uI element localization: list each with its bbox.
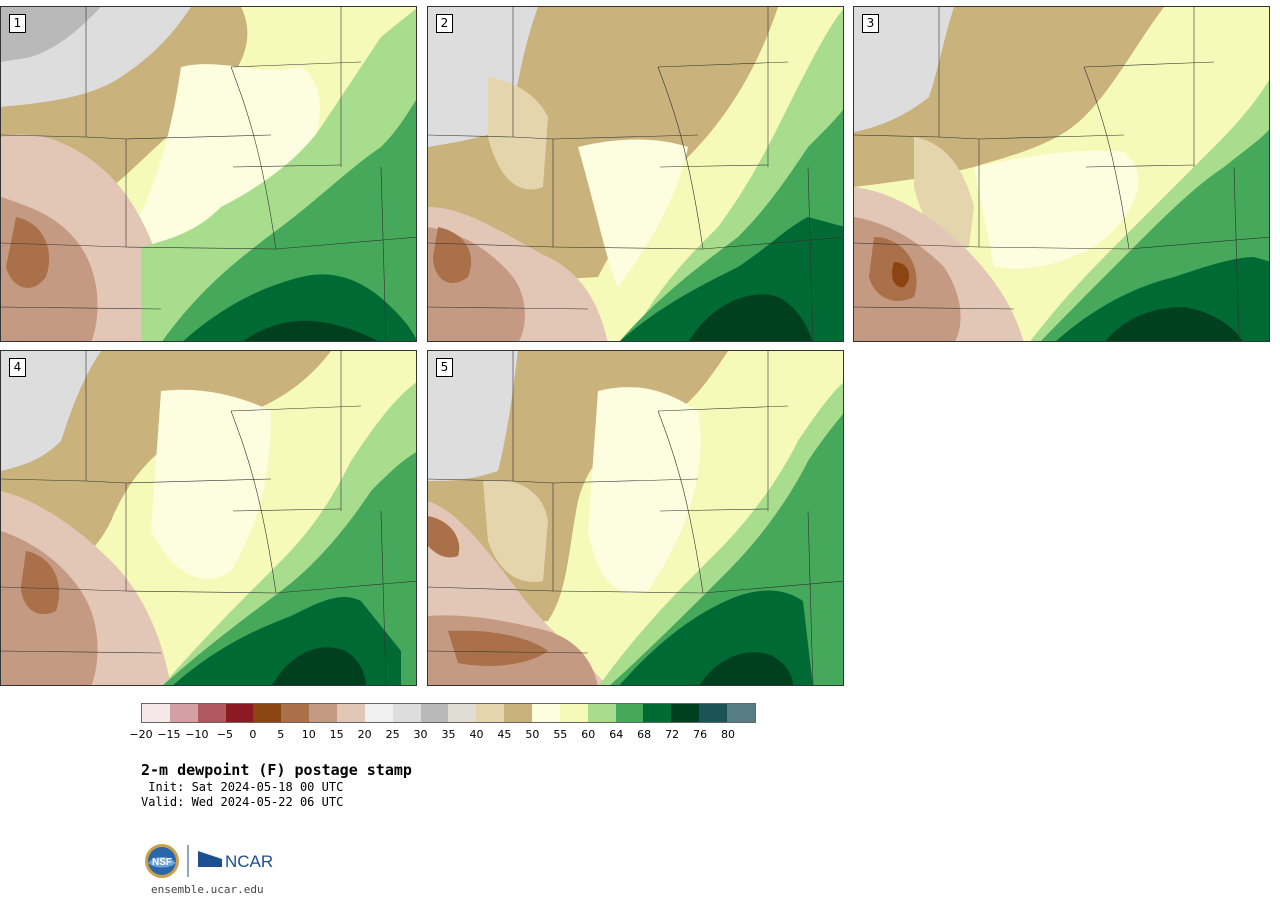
colorbar-swatch	[643, 704, 672, 722]
website-url: ensemble.ucar.edu	[151, 883, 264, 896]
ncar-logo: NCAR	[198, 851, 273, 871]
colorbar-swatch	[448, 704, 477, 722]
colorbar-swatch	[392, 704, 421, 722]
colorbar-tick-label: 76	[693, 728, 708, 741]
colorbar-tick-label: −10	[185, 728, 209, 741]
colorbar-tick-label: 20	[357, 728, 372, 741]
colorbar-tick-label: 15	[329, 728, 344, 741]
panel-number: 2	[436, 14, 453, 33]
colorbar-swatch	[615, 704, 644, 722]
logos: NSF NCAR	[145, 844, 273, 878]
map-panel-1[interactable]: 1	[0, 6, 417, 342]
colorbar-swatch	[504, 704, 533, 722]
colorbar-tick-label: 55	[553, 728, 568, 741]
colorbar-swatch	[253, 704, 282, 722]
colorbar-swatch	[559, 704, 588, 722]
colorbar-tick-label: 50	[525, 728, 540, 741]
colorbar-swatch	[197, 704, 226, 722]
colorbar-swatch	[699, 704, 728, 722]
colorbar-tick-label: −20	[129, 728, 153, 741]
colorbar-swatch	[281, 704, 310, 722]
dewpoint-map-5	[428, 351, 843, 685]
colorbar-swatch	[337, 704, 365, 722]
colorbar-tick-label: 60	[581, 728, 596, 741]
colorbar-tick-label: 5	[277, 728, 285, 741]
panel-number: 1	[9, 14, 26, 33]
plot-title: 2-m dewpoint (F) postage stamp	[141, 761, 412, 779]
colorbar-swatch	[225, 704, 254, 722]
map-panel-3[interactable]: 3	[853, 6, 1270, 342]
colorbar-tick-label: 64	[609, 728, 624, 741]
colorbar-tick-label: 80	[721, 728, 736, 741]
colorbar-tick-label: 25	[385, 728, 400, 741]
init-time: Init: Sat 2024-05-18 00 UTC	[141, 780, 344, 794]
dewpoint-map-1	[1, 7, 416, 341]
colorbar-swatch	[309, 704, 338, 722]
valid-time: Valid: Wed 2024-05-22 06 UTC	[141, 795, 344, 809]
colorbar	[141, 703, 756, 723]
map-panel-4[interactable]: 4	[0, 350, 417, 686]
colorbar-swatch	[671, 704, 700, 722]
panel-number: 3	[862, 14, 879, 33]
colorbar-swatch	[420, 704, 449, 722]
map-panel-5[interactable]: 5	[427, 350, 844, 686]
nsf-logo-text: NSF	[152, 857, 172, 868]
colorbar-swatch	[364, 704, 393, 722]
colorbar-tick-labels: −20 −15 −10 −5 0 5 10 15 20 25 30 35 40 45 50 55 60 64 68 7…	[129, 728, 756, 742]
colorbar-tick-label: 45	[497, 728, 512, 741]
colorbar-swatch	[142, 704, 170, 722]
nsf-logo: NSF	[145, 844, 179, 878]
colorbar-tick-label: 30	[413, 728, 428, 741]
ncar-logo-text: NCAR	[225, 852, 273, 871]
colorbar-tick-label: −5	[216, 728, 233, 741]
colorbar-swatch	[727, 704, 755, 722]
colorbar-swatch	[532, 704, 560, 722]
colorbar-swatch	[476, 704, 505, 722]
dewpoint-map-4	[1, 351, 416, 685]
dewpoint-map-2	[428, 7, 843, 341]
map-panel-2[interactable]: 2	[427, 6, 844, 342]
colorbar-tick-label: 35	[441, 728, 456, 741]
colorbar-swatch	[169, 704, 198, 722]
panel-number: 4	[9, 358, 26, 377]
panel-number: 5	[436, 358, 453, 377]
dewpoint-map-3	[854, 7, 1269, 341]
colorbar-tick-label: 0	[249, 728, 257, 741]
colorbar-tick-label: 10	[301, 728, 316, 741]
colorbar-tick-label: −15	[157, 728, 181, 741]
colorbar-tick-label: 40	[469, 728, 484, 741]
colorbar-tick-label: 72	[665, 728, 680, 741]
colorbar-tick-label: 68	[637, 728, 652, 741]
colorbar-swatch	[587, 704, 616, 722]
